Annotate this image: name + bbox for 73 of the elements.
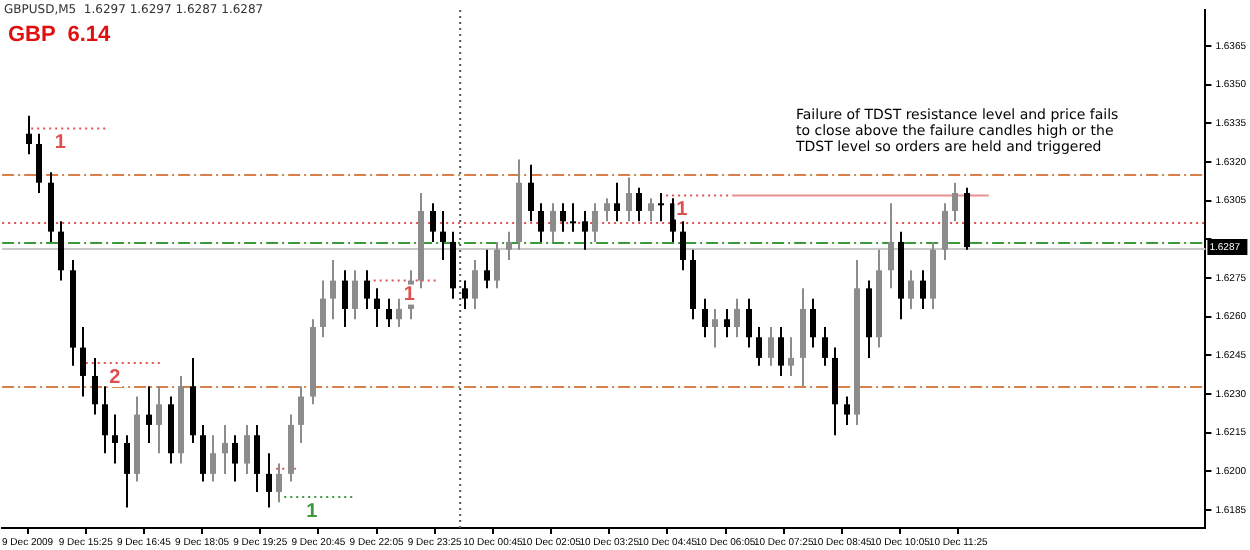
candlestick <box>352 269 358 321</box>
annotation: 1 <box>54 132 67 155</box>
candlestick <box>832 346 838 437</box>
candlestick <box>364 269 370 310</box>
candlestick <box>952 181 958 223</box>
candlestick <box>472 258 478 310</box>
candlestick <box>440 210 446 261</box>
candlestick <box>560 202 566 233</box>
candlestick <box>254 423 260 493</box>
candlestick <box>680 220 686 272</box>
candlestick <box>156 385 162 455</box>
candlestick <box>374 287 380 328</box>
candlestick <box>506 230 512 261</box>
candlestick <box>756 325 762 367</box>
candlestick <box>430 202 436 243</box>
candlestick <box>702 297 708 339</box>
annotation: GBP 6.14 <box>8 23 113 48</box>
candlestick <box>570 202 576 233</box>
candlestick <box>80 325 86 398</box>
candlestick <box>746 297 752 349</box>
candlestick <box>920 269 926 310</box>
annotation: 1 <box>306 500 319 523</box>
candlestick <box>592 202 598 243</box>
candlestick <box>124 434 130 509</box>
candlestick <box>26 114 32 156</box>
candlestick <box>604 197 610 223</box>
candlestick <box>648 197 654 223</box>
candlestick <box>298 385 304 444</box>
candlestick <box>210 434 216 483</box>
candlestick <box>778 325 784 377</box>
candlestick <box>484 248 490 290</box>
candlestick <box>658 191 664 223</box>
candlestick <box>538 202 544 243</box>
candlestick <box>396 297 402 328</box>
candlestick <box>92 356 98 416</box>
candlestick <box>810 297 816 349</box>
candlestick <box>494 240 500 290</box>
candlestick <box>462 279 468 310</box>
candlestick <box>102 385 108 455</box>
annotation: 1 <box>676 199 689 222</box>
candlestick <box>822 325 828 367</box>
annotation: 2 <box>109 366 122 389</box>
annotation: 1 <box>403 284 416 307</box>
candlestick <box>614 181 620 223</box>
candlestick <box>330 258 336 321</box>
candlestick <box>908 269 914 310</box>
candlestick <box>582 210 588 251</box>
candlestick <box>768 325 774 367</box>
candlestick <box>788 336 794 377</box>
candlestick <box>244 423 250 475</box>
candlestick <box>36 132 42 194</box>
candlestick <box>724 307 730 339</box>
candlestick <box>200 423 206 483</box>
candlestick <box>342 269 348 328</box>
candlestick <box>112 413 118 465</box>
candlestick <box>222 423 228 475</box>
candlestick <box>942 202 948 261</box>
candlestick <box>550 202 556 243</box>
candlestick <box>712 307 718 349</box>
candlestick <box>734 297 740 339</box>
candlestick <box>58 220 64 282</box>
candlestick <box>266 452 272 509</box>
candlestick <box>626 176 632 223</box>
candlestick <box>232 434 238 483</box>
candlestick <box>888 202 894 290</box>
candlestick <box>276 462 282 504</box>
candlestick <box>636 186 642 223</box>
candlestick <box>844 395 850 426</box>
candlestick <box>146 385 152 444</box>
candlestick <box>528 163 534 223</box>
candlestick <box>320 279 326 339</box>
candlestick <box>386 297 392 328</box>
candlestick <box>450 230 456 300</box>
